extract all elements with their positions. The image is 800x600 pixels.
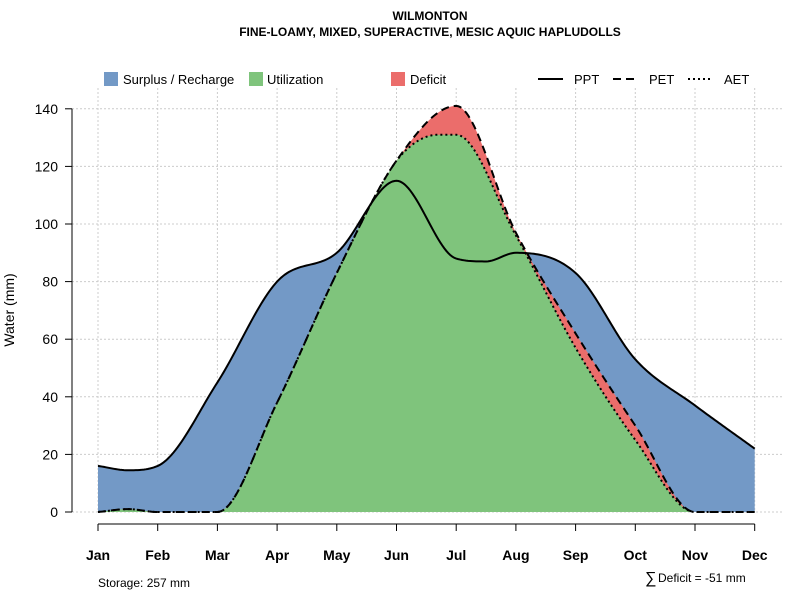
aet-line [97,133,755,513]
y-tick-label-20: 20 [42,446,58,462]
legend-label-ppt: PPT [574,72,599,87]
legend-label-deficit: Deficit [410,72,447,87]
pet-line [97,104,755,513]
legend-label-aet: AET [724,72,749,87]
y-tick-label-80: 80 [42,274,58,290]
y-tick-label-40: 40 [42,389,58,405]
ppt-line [97,179,756,472]
storage-annotation: Storage: 257 mm [98,576,190,590]
x-tick-label-aug: Aug [502,547,529,563]
y-tick-label-120: 120 [35,158,59,174]
x-tick-label-may: May [323,547,350,563]
axes: 0 20 40 60 80 100 120 140 Jan Feb Mar Apr May Jun Jul A… [35,101,768,563]
y-axis-label: Water (mm) [1,273,17,346]
y-tick-label-100: 100 [35,216,59,232]
legend-swatch-deficit [391,72,405,86]
legend-label-surplus-recharge: Surplus / Recharge [123,72,234,87]
y-tick-label-140: 140 [35,101,59,117]
x-tick-label-apr: Apr [265,547,290,563]
chart-title: WILMONTON [392,9,467,23]
chart-subtitle: FINE-LOAMY, MIXED, SUPERACTIVE, MESIC AQ… [239,25,621,39]
legend: Surplus / Recharge Utilization Deficit PPT P… [104,72,749,87]
deficit-annotation: Deficit = -51 mm [658,571,746,585]
series-lines [97,104,756,513]
x-tick-label-nov: Nov [682,547,709,563]
x-tick-label-dec: Dec [742,547,768,563]
legend-label-pet: PET [649,72,674,87]
y-tick-label-0: 0 [50,504,58,520]
area-layers [98,105,755,513]
utilization-area [98,134,755,512]
legend-label-utilization: Utilization [267,72,323,87]
deficit-sum-symbol: ∑ [645,570,656,587]
y-tick-label-60: 60 [42,331,58,347]
x-tick-label-mar: Mar [205,547,230,563]
legend-swatch-surplus-recharge [104,72,118,86]
x-tick-label-jan: Jan [86,547,110,563]
x-tick-label-jul: Jul [446,547,466,563]
x-tick-label-feb: Feb [145,547,170,563]
legend-swatch-utilization [249,72,263,86]
x-tick-label-sep: Sep [563,547,589,563]
x-tick-label-oct: Oct [624,547,648,563]
x-tick-label-jun: Jun [384,547,409,563]
